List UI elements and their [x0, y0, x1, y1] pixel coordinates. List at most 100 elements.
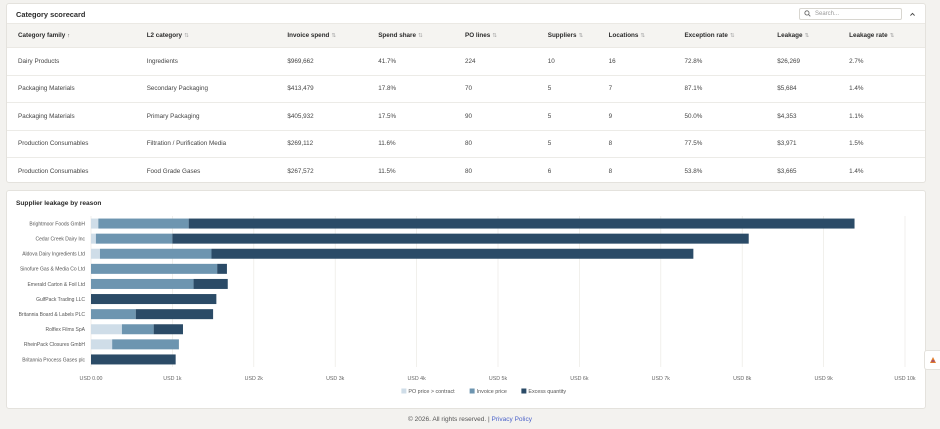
- column-header-label: Suppliers: [547, 32, 577, 39]
- table-cell: $3,665: [777, 168, 797, 175]
- search-icon: [804, 9, 811, 19]
- column-header[interactable]: Category family ↑: [7, 23, 136, 48]
- column-header[interactable]: Locations ⇅: [597, 23, 674, 48]
- table-cell: 224: [454, 47, 537, 76]
- table-cell: 72.8%: [673, 47, 767, 76]
- x-tick-label: USD 3k: [326, 376, 345, 382]
- table-header-row: Category family ↑ L2 category ⇅ Invoice spen…: [7, 23, 925, 48]
- table-cell: 1.5%: [838, 130, 925, 158]
- sort-icon[interactable]: ⇅: [418, 33, 423, 39]
- table-row[interactable]: Dairy Products Ingredients $969,662 41.7% 22…: [7, 47, 925, 76]
- bar-segment: [91, 354, 176, 365]
- table-row[interactable]: Packaging Materials Secondary Packaging $4…: [7, 75, 925, 103]
- table-cell: 17.5%: [367, 102, 454, 131]
- sort-icon[interactable]: ⇅: [804, 33, 810, 39]
- table-cell: Primary Packaging: [135, 102, 277, 131]
- legend-label: Invoice price: [477, 389, 507, 395]
- y-tick-label: Rolflex Films SpA: [46, 327, 86, 333]
- bar-segment: [99, 248, 212, 259]
- sort-icon[interactable]: ⇅: [492, 33, 497, 39]
- sort-icon[interactable]: ⇅: [578, 33, 584, 39]
- column-header[interactable]: Invoice spend ⇅: [276, 23, 368, 48]
- table-cell: Filtration / Purification Media: [135, 130, 277, 158]
- table-cell: 5: [536, 102, 598, 131]
- bar-segment: [91, 263, 218, 274]
- table-cell: 1.4%: [849, 168, 864, 175]
- sort-ascending-icon[interactable]: ↑: [67, 33, 70, 39]
- x-tick-label: USD 0.00: [80, 376, 103, 382]
- legend-label: Excess quantity: [528, 389, 566, 395]
- table-cell: 10: [536, 47, 598, 76]
- y-tick-label: Britannia Board & Labels PLC: [19, 312, 86, 318]
- table-cell: 70: [454, 75, 537, 103]
- column-header-label: Spend share: [378, 32, 416, 39]
- scorecard-title: Category scorecard: [16, 9, 86, 19]
- x-tick-label: USD 1k: [163, 376, 182, 382]
- footer-copyright: © 2026. All rights reserved. |: [408, 416, 492, 423]
- sort-icon[interactable]: ⇅: [729, 33, 735, 39]
- table-cell: 8: [608, 168, 613, 175]
- table-cell: 87.1%: [673, 75, 767, 103]
- table-cell: 80: [454, 130, 537, 158]
- column-header[interactable]: Exception rate ⇅: [673, 23, 767, 48]
- privacy-policy-link[interactable]: Privacy Policy: [491, 416, 532, 423]
- table-cell: 77.5%: [673, 130, 767, 158]
- column-header-label: L2 category: [146, 32, 183, 39]
- table-cell: Production Consumables: [18, 168, 89, 175]
- bar-segment: [95, 233, 173, 244]
- table-cell: 16: [597, 47, 674, 76]
- y-tick-label: GulfPack Trading LLC: [36, 297, 85, 303]
- table-cell: $4,353: [766, 102, 839, 131]
- bar-segment: [91, 294, 217, 305]
- legend-swatch: [521, 388, 527, 394]
- table-row[interactable]: Production Consumables Filtration / Purif…: [7, 130, 925, 158]
- column-header[interactable]: Spend share ⇅: [367, 23, 454, 48]
- scorecard-header: Category scorecard Search...: [7, 5, 925, 23]
- table-cell: 11.5%: [378, 168, 396, 175]
- bar-segment: [211, 248, 694, 259]
- y-tick-label: Brightmoor Foods GmbH: [29, 221, 85, 227]
- column-header[interactable]: PO lines ⇅: [454, 23, 537, 48]
- table-cell: Packaging Materials: [7, 75, 136, 103]
- bar-segment: [91, 339, 113, 350]
- footer: © 2026. All rights reserved. | Privacy P…: [0, 416, 940, 423]
- bar-segment: [91, 309, 136, 320]
- sort-icon[interactable]: ⇅: [889, 33, 895, 39]
- bar-segment: [91, 218, 99, 229]
- bar-segment: [98, 218, 189, 229]
- table-cell: 8: [597, 130, 674, 158]
- table-cell: $269,112: [276, 130, 368, 158]
- y-tick-label: Cedar Creek Dairy Inc: [36, 236, 86, 242]
- table-cell: $969,662: [276, 47, 368, 76]
- bar-segment: [121, 324, 154, 335]
- table-cell: 41.7%: [367, 47, 454, 76]
- feedback-icon[interactable]: [924, 350, 940, 370]
- table-row[interactable]: Production Consumables Food Grade Gases $2…: [7, 158, 925, 186]
- search-input[interactable]: Search...: [815, 11, 840, 17]
- table-cell: 6: [547, 168, 552, 175]
- y-tick-label: Britannia Process Gases plc: [22, 357, 85, 363]
- legend-swatch: [469, 388, 475, 394]
- chevron-up-icon[interactable]: [908, 10, 916, 18]
- search-box[interactable]: Search...: [799, 8, 902, 20]
- x-tick-label: USD 6k: [570, 376, 589, 382]
- bar-segment: [188, 218, 855, 229]
- table-cell: 50.0%: [673, 102, 767, 131]
- table-cell: Food Grade Gases: [146, 168, 201, 175]
- bar-segment: [112, 339, 179, 350]
- sort-icon[interactable]: ⇅: [331, 33, 336, 39]
- sort-icon[interactable]: ⇅: [640, 33, 646, 39]
- chart-title: Supplier leakage by reason: [16, 200, 102, 207]
- column-header-label: Leakage: [777, 32, 803, 39]
- table-cell: 90: [454, 102, 537, 131]
- category-scorecard-card: Category scorecard Search... Category fa…: [6, 3, 926, 183]
- column-header[interactable]: Leakage ⇅: [766, 23, 839, 48]
- column-header[interactable]: Suppliers ⇅: [536, 23, 598, 48]
- column-header[interactable]: L2 category ⇅: [135, 23, 277, 48]
- sort-icon[interactable]: ⇅: [184, 33, 189, 39]
- table-cell: $267,572: [287, 168, 314, 175]
- column-header-label: Category family: [18, 32, 66, 39]
- column-header[interactable]: Leakage rate ⇅: [838, 23, 925, 48]
- leakage-chart: USD 0.00 USD 1k USD 2k USD 3k USD 4k USD 5k US…: [19, 216, 916, 395]
- table-row[interactable]: Packaging Materials Primary Packaging $405…: [7, 102, 925, 131]
